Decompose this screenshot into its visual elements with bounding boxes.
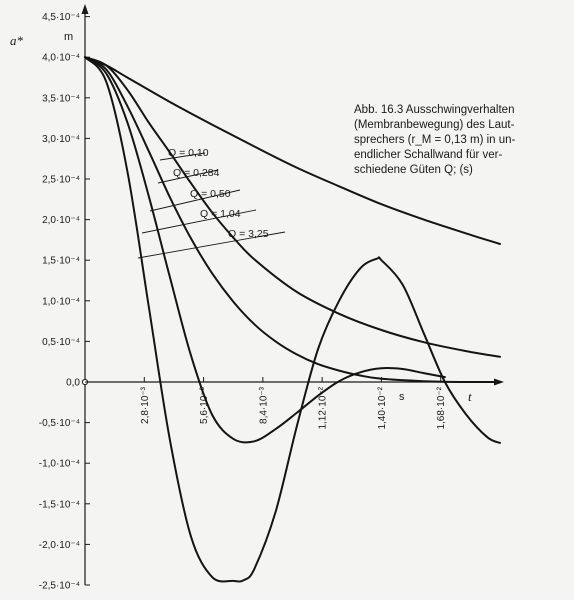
y-tick-label: -1,0·10⁻⁴ [39,459,80,470]
series-label-5: Q = 3,25 [228,228,269,240]
series-leader-1 [159,152,206,161]
x-tick-label: 8,4·10⁻³ [258,386,269,424]
series-line-1 [84,56,501,245]
caption-line-2: (Membranbewegung) des Laut- [354,119,515,131]
series-leader-4 [141,209,257,234]
y-tick-label: 1,5·10⁻⁴ [42,256,80,267]
y-tick-label: -2,5·10⁻⁴ [39,581,80,592]
x-tick-label: 2,8·10⁻³ [140,386,151,424]
x-tick-label: 1,12·10⁻² [318,386,329,429]
x-ticks: 2,8·10⁻³ 5,6·10⁻³ 8,4·10⁻³ 1,12·10⁻² 1,40·10… [140,377,447,430]
y-tick-label: 0,0 [66,378,80,389]
y-tick-label: 4,5·10⁻⁴ [42,12,80,23]
series-label-2: Q = 0,284 [173,167,220,179]
caption-line-1: Abb. 16.3 Ausschwingverhalten [354,104,515,116]
series-line-3 [84,56,501,384]
x-tick-label: 1,40·10⁻² [377,386,388,429]
y-axis-arrow [81,4,89,14]
caption-line-5: schiedene Güten Q; (s) [354,164,473,176]
series-leader-2 [157,169,219,184]
y-tick-label: 0,5·10⁻⁴ [42,337,80,348]
caption-line-4: endlicher Schallwand für ver- [354,149,503,161]
series-line-2 [84,56,501,358]
x-tick-label: 5,6·10⁻³ [199,386,210,424]
y-tick-label: 4,0·10⁻⁴ [42,53,80,64]
series-leader-5 [137,231,286,259]
y-tick-label: 1,0·10⁻⁴ [42,296,80,307]
x-axis-unit: s [399,391,405,403]
series-label-4: Q = 1,04 [200,208,241,220]
y-tick-label: -0,5·10⁻⁴ [39,418,80,429]
series-leader-3 [149,189,241,212]
y-ticks: 4,5·10⁻⁴ 4,0·10⁻⁴ 3,5·10⁻⁴ 3,0·10⁻⁴ 2,5·10⁻⁴… [39,12,90,592]
x-axis-label: t [468,389,472,404]
series-label-1: Q = 0,10 [168,147,209,159]
y-tick-label: 2,0·10⁻⁴ [42,215,80,226]
series-label-3: Q = 0,50 [190,188,231,200]
y-tick-label: 2,5·10⁻⁴ [42,175,80,186]
series-layer [84,56,501,583]
y-tick-label: 3,5·10⁻⁴ [42,93,80,104]
figure-caption: Abb. 16.3 Ausschwingverhalten (Membranbe… [354,103,569,178]
y-axis-label: a* [10,33,24,48]
y-axis-unit: m [64,31,73,43]
y-tick-label: 3,0·10⁻⁴ [42,134,80,145]
y-tick-label: -2,0·10⁻⁴ [39,540,80,551]
axes [81,4,504,585]
series-line-4 [84,56,446,444]
series-labels: Q = 0,10 Q = 0,284 Q = 0,50 Q = 1,04 Q = 3,2… [137,147,286,259]
caption-line-3: sprechers (r_M = 0,13 m) in un- [354,134,516,146]
series-line-5 [84,56,501,583]
x-tick-label: 1,68·10⁻² [436,386,447,429]
y-tick-label: -1,5·10⁻⁴ [39,499,80,510]
